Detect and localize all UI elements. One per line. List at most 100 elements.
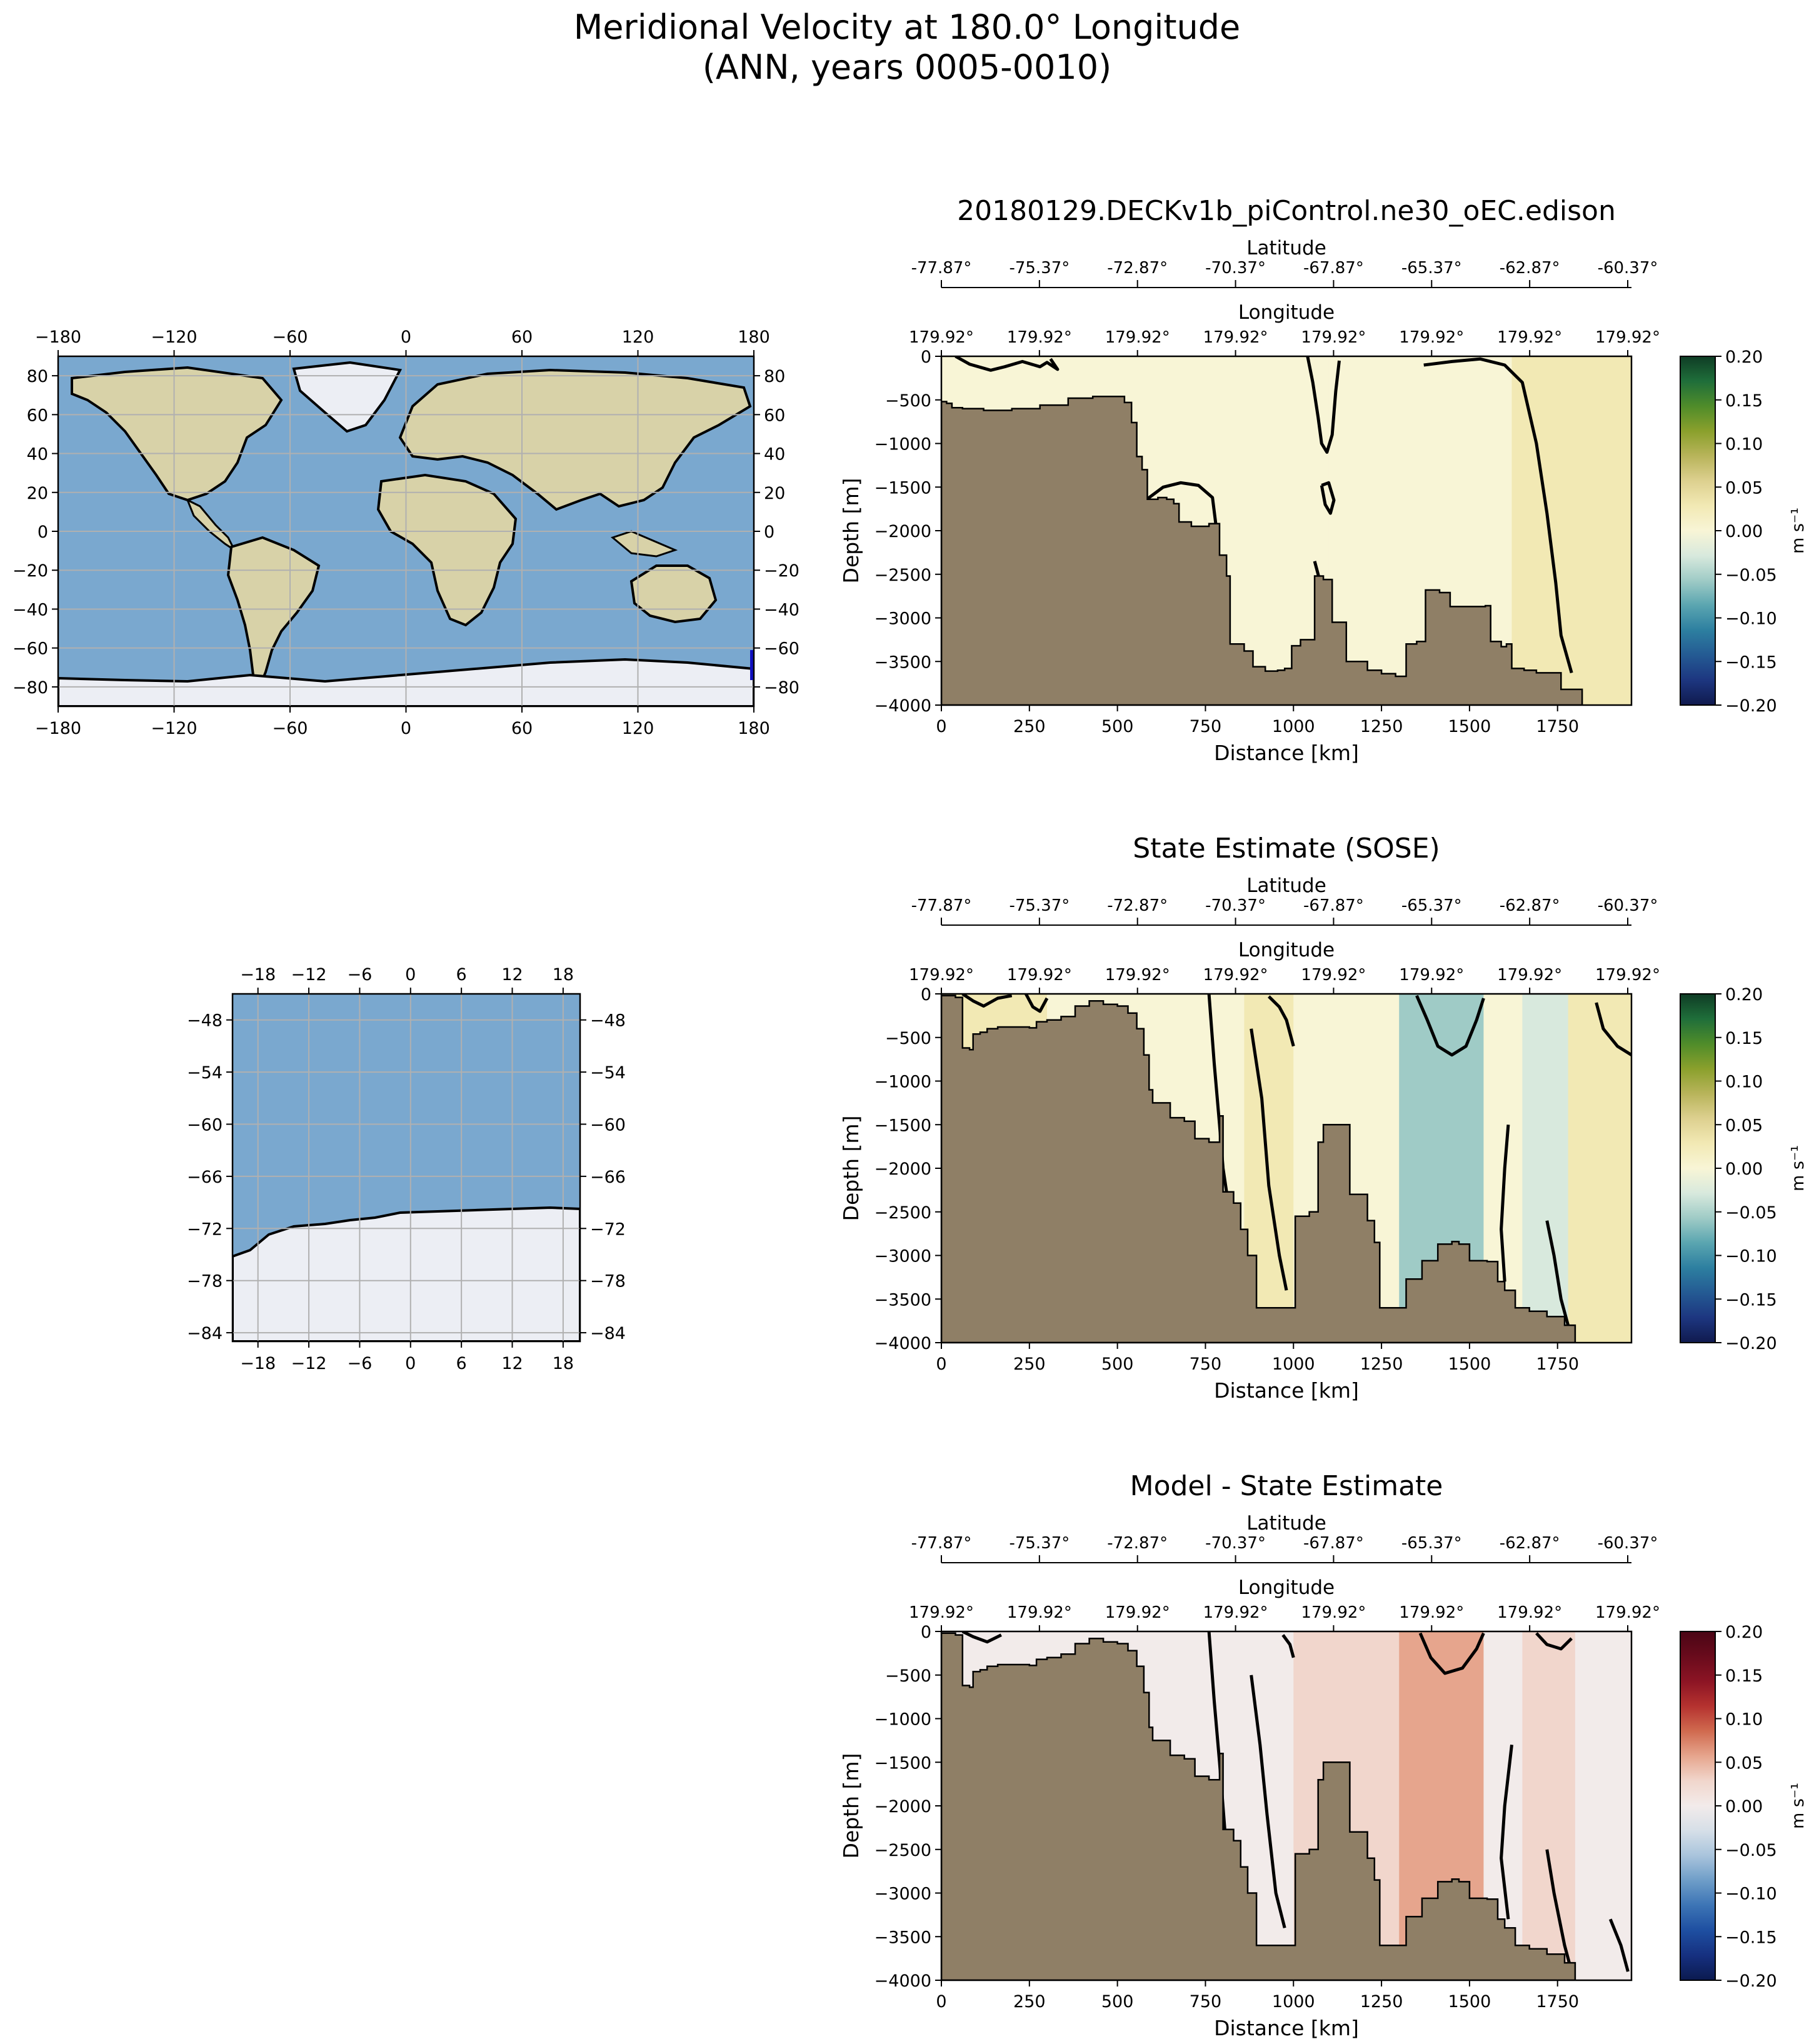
global-map-lon-label-top: 180 — [738, 328, 770, 347]
model-section-x-tick-label: 1500 — [1448, 717, 1491, 736]
diff-section-colorbar-tick-label: 0.20 — [1725, 1623, 1763, 1642]
regional-map-lat-label-right: −66 — [590, 1168, 626, 1187]
model-section-lat-tick-label: -75.37° — [1009, 259, 1070, 278]
model-section-contour-line — [955, 356, 1060, 372]
global-map-lon-label-bottom: 120 — [622, 719, 654, 738]
sose-section-colorbar-tick-label: −0.20 — [1725, 1334, 1777, 1353]
diff-section-y-tick-label: −3000 — [874, 1885, 931, 1904]
diff-section-y-tick-label: −4000 — [874, 1971, 931, 1991]
sose-section-contour-line — [1024, 994, 1049, 1013]
model-section-colorbar-tick-label: −0.10 — [1725, 609, 1777, 629]
sose-section-contour-line — [1250, 1028, 1288, 1291]
regional-map-lat-label-left: −60 — [187, 1116, 223, 1135]
sose-section-x-tick-label: 1500 — [1448, 1355, 1491, 1374]
sose-section-lon-tick-label: 179.92° — [1399, 966, 1464, 984]
global-map-lat-label-left: 60 — [27, 406, 48, 425]
global-map-grid — [58, 356, 754, 706]
diff-section-colorbar-tick-label: 0.00 — [1725, 1797, 1763, 1816]
regional-map-lon-label-top: −18 — [240, 965, 276, 984]
diff-section-x-tick-label: 250 — [1013, 1992, 1046, 2011]
diff-section-lon-tick-label: 179.92° — [1105, 1603, 1170, 1622]
sose-section-x-tick-label: 750 — [1190, 1355, 1222, 1374]
model-section-lat-tick-label: -62.87° — [1500, 259, 1560, 278]
sose-section-contour-line — [1415, 994, 1485, 1057]
diff-section-lat-tick-label: -70.37° — [1205, 1534, 1266, 1553]
model-section-x-tick-label: 250 — [1013, 717, 1046, 736]
sose-section-colorbar-tick-label: 0.05 — [1725, 1116, 1763, 1135]
diff-section-colorbar — [1680, 1631, 1716, 1981]
model-section-lat-axis-label: Latitude — [1246, 237, 1326, 259]
global-map-lat-label-right: 0 — [764, 523, 774, 542]
sose-section-colorbar-tick-label: 0.15 — [1725, 1029, 1763, 1048]
global-map-lat-label-right: 60 — [764, 406, 785, 425]
regional-map-lat-label-left: −48 — [187, 1011, 223, 1031]
regional-map-lat-label-right: −72 — [590, 1220, 626, 1239]
sose-section-colorbar-tick-label: 0.10 — [1725, 1073, 1763, 1092]
diff-section-lat-tick-label: -72.87° — [1107, 1534, 1168, 1553]
diff-section-lon-tick-label: 179.92° — [1497, 1603, 1562, 1622]
sose-section-lat-tick-label: -60.37° — [1598, 896, 1658, 915]
sose-section-lon-axis-label: Longitude — [1238, 939, 1335, 961]
model-section-colorbar-tick-label: 0.15 — [1725, 391, 1763, 411]
model-section-title: 20180129.DECKv1b_piControl.ne30_oEC.edis… — [957, 195, 1616, 227]
global-map-lat-label-right: 80 — [764, 367, 785, 386]
diff-section-contour-line — [1545, 1849, 1573, 1972]
sose-section-lon-tick-label: 179.92° — [909, 966, 974, 984]
global-map-lon-label-top: −120 — [151, 328, 197, 347]
diff-section-lon-tick-label: 179.92° — [1301, 1603, 1366, 1622]
regional-map-lon-label-bottom: −18 — [240, 1354, 276, 1373]
sose-section-x-tick-label: 250 — [1013, 1355, 1046, 1374]
regional-map-lon-label-top: 0 — [405, 965, 416, 984]
sose-section-lon-tick-label: 179.92° — [1301, 966, 1366, 984]
figure-title-line1: Meridional Velocity at 180.0° Longitude — [574, 8, 1241, 47]
regional-map-grid — [233, 994, 580, 1341]
model-section-lon-tick-label: 179.92° — [1007, 328, 1072, 347]
sose-section-colorbar-tick-label: −0.15 — [1725, 1290, 1777, 1310]
model-section-lat-tick-label: -70.37° — [1205, 259, 1266, 278]
sose-section-contour-line — [1595, 1002, 1631, 1056]
diff-section-contour-line — [1608, 1918, 1630, 1972]
model-section-colorbar-tick-label: −0.15 — [1725, 653, 1777, 672]
diff-section-contour-line — [1281, 1634, 1295, 1658]
model-section-contour-line — [1423, 357, 1573, 674]
model-section-x-tick-label: 1250 — [1360, 717, 1403, 736]
sose-section-colorbar-label: m s⁻¹ — [1788, 1145, 1808, 1191]
model-section-colorbar-label: m s⁻¹ — [1788, 508, 1808, 554]
regional-map-lon-label-bottom: 6 — [456, 1354, 467, 1373]
diff-section-colorbar-tick-label: 0.10 — [1725, 1710, 1763, 1730]
sose-section-lat-axis-label: Latitude — [1246, 874, 1326, 897]
global-map-lon-label-top: −180 — [35, 328, 81, 347]
model-section-y-tick-label: −4000 — [874, 696, 931, 716]
diff-section-x-tick-label: 500 — [1101, 1992, 1134, 2011]
model-section-y-tick-label: −3000 — [874, 609, 931, 629]
regional-map-lat-label-left: −72 — [187, 1220, 223, 1239]
sose-section-contour-line — [1268, 995, 1295, 1047]
sose-section-lat-tick-label: -62.87° — [1500, 896, 1560, 915]
sose-section-lon-tick-label: 179.92° — [1007, 966, 1072, 984]
regional-map-lon-label-top: 18 — [553, 965, 574, 984]
model-section-colorbar-tick-label: −0.05 — [1725, 566, 1777, 585]
sose-section-colorbar — [1680, 993, 1716, 1343]
diff-section-contour-line — [1535, 1632, 1573, 1651]
global-map-lon-label-top: 120 — [622, 328, 654, 347]
global-map-lon-label-top: 60 — [511, 328, 533, 347]
sose-section-x-tick-label: 1250 — [1360, 1355, 1403, 1374]
model-section-ylabel: Depth [m] — [839, 478, 863, 584]
diff-section-contour-line — [1500, 1745, 1513, 1920]
sose-section-colorbar-tick-label: 0.20 — [1725, 985, 1763, 1004]
global-map-lat-label-right: 40 — [764, 445, 785, 464]
diff-section-field — [941, 1631, 1631, 1980]
sose-section-lat-tick-label: -70.37° — [1205, 896, 1266, 915]
sose-section-lon-tick-label: 179.92° — [1595, 966, 1660, 984]
sose-section-lat-tick-label: -75.37° — [1009, 896, 1070, 915]
diff-section-colorbar-tick-label: −0.15 — [1725, 1928, 1777, 1947]
global-map-lon-label-top: −60 — [273, 328, 308, 347]
regional-map-lat-label-right: −54 — [590, 1063, 626, 1083]
diff-section-colorbar-tick-label: 0.05 — [1725, 1753, 1763, 1773]
global-map-lon-label-bottom: 0 — [401, 719, 411, 738]
diff-section-lat-axis-label: Latitude — [1246, 1512, 1326, 1535]
global-map-lat-label-left: 20 — [27, 484, 48, 503]
sose-section-lat-tick-label: -77.87° — [911, 896, 972, 915]
regional-map-lat-label-right: −48 — [590, 1011, 626, 1031]
sose-section-x-tick-label: 1750 — [1536, 1355, 1579, 1374]
